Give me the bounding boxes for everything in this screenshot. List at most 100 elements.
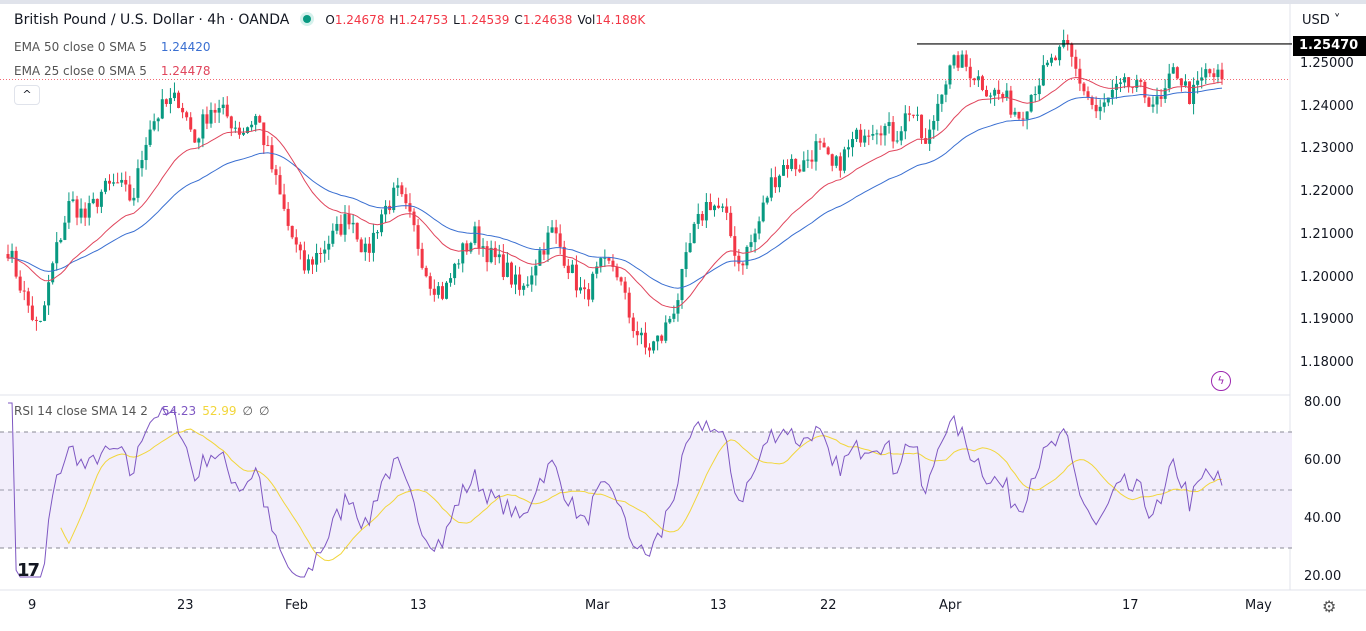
candle-body [928, 129, 932, 144]
candle-body [574, 264, 578, 291]
time-tick: Feb [285, 598, 309, 613]
rsi-sma-value: 52.99 [202, 404, 237, 418]
candle-body [684, 252, 688, 269]
candle-body [237, 127, 241, 135]
candle-body [733, 236, 737, 256]
candle-body [924, 138, 928, 144]
candle-body [1021, 118, 1025, 120]
candle-body [522, 285, 526, 290]
candle-body [347, 214, 351, 225]
candle-body [583, 287, 587, 290]
candle-body [883, 125, 887, 136]
ema25-line [7, 76, 1223, 309]
candle-body [160, 99, 164, 119]
candle-body [903, 113, 907, 132]
rsi-legend[interactable]: RSI 14 close SMA 14 2 54.23 52.99 ∅ ∅ [14, 404, 270, 418]
candle-body [481, 246, 485, 249]
candle-body [920, 114, 924, 139]
candle-body [985, 89, 989, 97]
candle-body [1098, 106, 1102, 112]
candle-body [1171, 67, 1175, 74]
candle-body [47, 282, 51, 306]
candle-body [781, 165, 785, 176]
candle-body [177, 92, 181, 108]
candle-body [595, 266, 599, 274]
candle-body [168, 98, 172, 104]
candle-body [34, 319, 38, 321]
candle-body [855, 129, 859, 140]
candle-body [246, 127, 250, 133]
candle-body [798, 169, 802, 172]
candle-body [453, 263, 457, 279]
candle-body [469, 243, 473, 252]
candle-body [1175, 67, 1179, 79]
candle-body [108, 180, 112, 184]
settings-gear-icon[interactable]: ⚙ [1322, 597, 1337, 616]
candle-body [907, 113, 911, 115]
candle-body [63, 222, 67, 240]
rsi-tick: 80.00 [1304, 395, 1342, 410]
lightning-icon[interactable]: ϟ [1211, 371, 1231, 391]
candle-body [1110, 89, 1114, 98]
candle-body [294, 237, 298, 245]
candle-body [708, 201, 712, 211]
candle-body [327, 243, 331, 250]
candle-body [623, 281, 627, 293]
candle-body [461, 243, 465, 264]
candle-body [233, 127, 237, 129]
candle-body [765, 197, 769, 203]
candle-body [1118, 82, 1122, 84]
candle-body [55, 242, 59, 264]
candle-body [672, 313, 676, 319]
ema50-legend[interactable]: EMA 50 close 0 SMA 5 1.24420 [14, 40, 211, 54]
tradingview-logo[interactable]: 17 [17, 560, 40, 581]
candle-body [871, 134, 875, 136]
candle-body [570, 264, 574, 274]
candle-body [603, 257, 607, 259]
rsi-tick: 20.00 [1304, 569, 1342, 584]
ema50-line [7, 87, 1223, 289]
ohlc-low: L1.24539 [453, 13, 510, 27]
candle-body [668, 318, 672, 323]
candle-body [1204, 69, 1208, 78]
candle-body [278, 175, 282, 195]
candle-body [518, 274, 522, 290]
candle-body [550, 227, 554, 233]
candle-body [229, 116, 233, 129]
candle-body [704, 201, 708, 221]
candle-body [473, 226, 477, 244]
candle-body [416, 225, 420, 249]
candle-body [863, 135, 867, 143]
candle-body [656, 335, 660, 342]
candle-body [1066, 40, 1070, 44]
candle-body [1216, 69, 1220, 78]
candle-body [830, 154, 834, 166]
symbol-title[interactable]: British Pound / U.S. Dollar · 4h · OANDA [14, 12, 290, 28]
candle-body [997, 89, 1001, 94]
candle-body [1135, 80, 1139, 88]
candle-body [428, 276, 432, 289]
candle-body [867, 135, 871, 137]
candle-body [932, 120, 936, 130]
candle-body [838, 156, 842, 171]
collapse-legend-button[interactable]: ^ [14, 85, 40, 105]
candle-body [213, 109, 217, 113]
candle-body [509, 262, 513, 285]
candle-body [526, 284, 530, 286]
candle-body [1078, 68, 1082, 84]
candle-body [359, 239, 363, 253]
candle-body [1086, 91, 1090, 98]
ema25-legend[interactable]: EMA 25 close 0 SMA 5 1.24478 [14, 64, 211, 78]
candle-body [794, 158, 798, 170]
candle-body [120, 179, 124, 183]
candle-body [1102, 102, 1106, 107]
candle-body [948, 65, 952, 85]
candle-body [392, 187, 396, 211]
rsi-tick: 60.00 [1304, 453, 1342, 468]
candle-body [124, 179, 128, 185]
candle-body [599, 258, 603, 267]
candle-body [10, 250, 14, 259]
currency-selector[interactable]: USD ˅ [1302, 13, 1341, 28]
candle-body [1009, 90, 1013, 115]
